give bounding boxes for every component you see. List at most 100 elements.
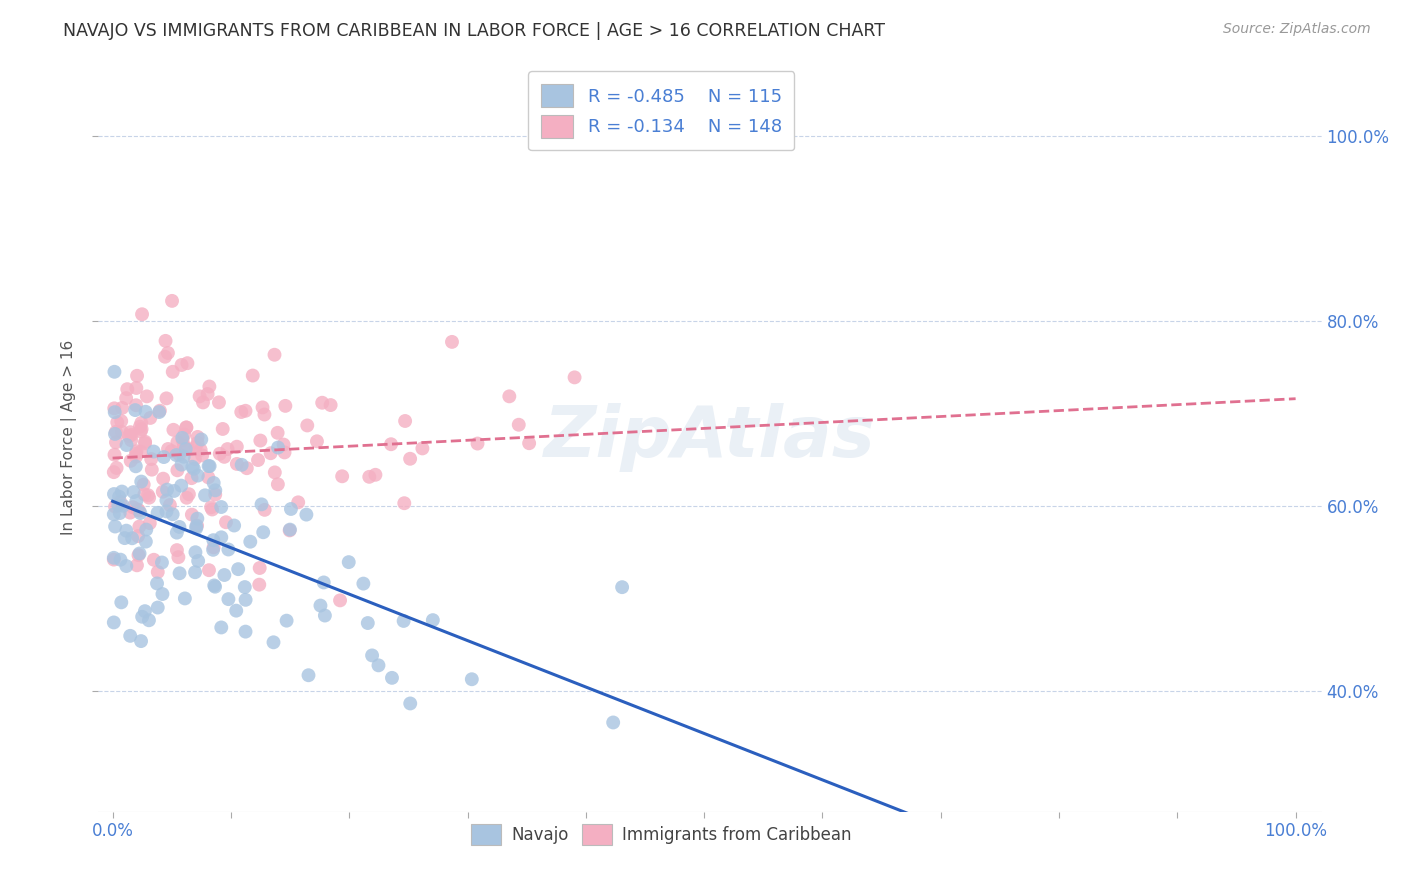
Point: [239, 534, 262, 549]
Point: [135, 405, 157, 419]
Point: [359, 470, 381, 484]
Point: [170, 478, 193, 492]
Point: [146, 565, 169, 579]
Point: [129, 416, 152, 430]
Point: [191, 395, 214, 409]
Point: [184, 440, 207, 454]
Point: [115, 524, 138, 538]
Point: [135, 534, 157, 549]
Point: [146, 506, 169, 520]
Point: [138, 491, 160, 505]
Point: [103, 448, 125, 462]
Text: Source: ZipAtlas.com: Source: ZipAtlas.com: [1223, 22, 1371, 37]
Point: [186, 519, 208, 533]
Point: [249, 561, 271, 575]
Point: [108, 506, 131, 520]
Point: [139, 516, 162, 531]
Point: [105, 461, 128, 475]
Point: [242, 368, 264, 383]
Point: [103, 552, 125, 566]
Point: [399, 451, 422, 466]
Point: [157, 442, 180, 456]
Point: [125, 459, 148, 474]
Point: [104, 425, 127, 439]
Point: [467, 436, 489, 450]
Point: [176, 442, 198, 456]
Point: [104, 405, 127, 419]
Point: [125, 450, 148, 464]
Point: [297, 418, 319, 433]
Text: ZipAtlas: ZipAtlas: [544, 402, 876, 472]
Point: [121, 428, 143, 442]
Point: [330, 469, 353, 483]
Point: [134, 604, 156, 618]
Point: [176, 491, 198, 505]
Point: [202, 578, 225, 592]
Point: [131, 609, 153, 624]
Point: [208, 447, 231, 461]
Point: [187, 430, 209, 444]
Point: [411, 442, 433, 456]
Point: [295, 508, 318, 522]
Point: [198, 379, 221, 393]
Point: [103, 401, 125, 416]
Point: [263, 466, 285, 480]
Point: [263, 348, 285, 362]
Point: [214, 450, 236, 464]
Point: [128, 546, 150, 560]
Point: [160, 293, 183, 308]
Point: [117, 382, 139, 396]
Point: [273, 445, 295, 459]
Point: [122, 485, 145, 500]
Point: [156, 483, 179, 497]
Point: [498, 389, 520, 403]
Point: [253, 408, 276, 422]
Point: [110, 595, 132, 609]
Point: [564, 370, 586, 384]
Point: [141, 452, 163, 467]
Point: [165, 448, 187, 462]
Point: [200, 500, 222, 515]
Point: [172, 431, 194, 445]
Point: [187, 554, 209, 568]
Point: [610, 580, 633, 594]
Point: [186, 511, 208, 525]
Point: [110, 495, 132, 509]
Point: [115, 391, 138, 405]
Point: [115, 559, 138, 574]
Point: [152, 484, 174, 499]
Point: [226, 562, 249, 576]
Point: [187, 468, 209, 483]
Point: [278, 524, 301, 538]
Point: [120, 506, 142, 520]
Point: [214, 568, 236, 582]
Point: [142, 553, 165, 567]
Point: [134, 436, 156, 450]
Point: [461, 672, 484, 686]
Point: [380, 437, 402, 451]
Point: [337, 555, 360, 569]
Point: [180, 471, 202, 485]
Point: [103, 615, 125, 630]
Point: [169, 448, 191, 462]
Point: [202, 541, 225, 555]
Point: [105, 435, 128, 450]
Point: [184, 452, 207, 467]
Point: [121, 531, 143, 545]
Point: [120, 425, 142, 440]
Point: [309, 599, 332, 613]
Point: [190, 433, 212, 447]
Point: [198, 563, 221, 577]
Point: [280, 502, 302, 516]
Point: [172, 434, 194, 448]
Point: [155, 334, 177, 348]
Point: [142, 444, 165, 458]
Point: [508, 417, 530, 432]
Point: [103, 487, 125, 501]
Point: [104, 519, 127, 533]
Point: [162, 423, 184, 437]
Point: [267, 441, 290, 455]
Point: [517, 436, 540, 450]
Point: [381, 671, 404, 685]
Point: [180, 508, 202, 522]
